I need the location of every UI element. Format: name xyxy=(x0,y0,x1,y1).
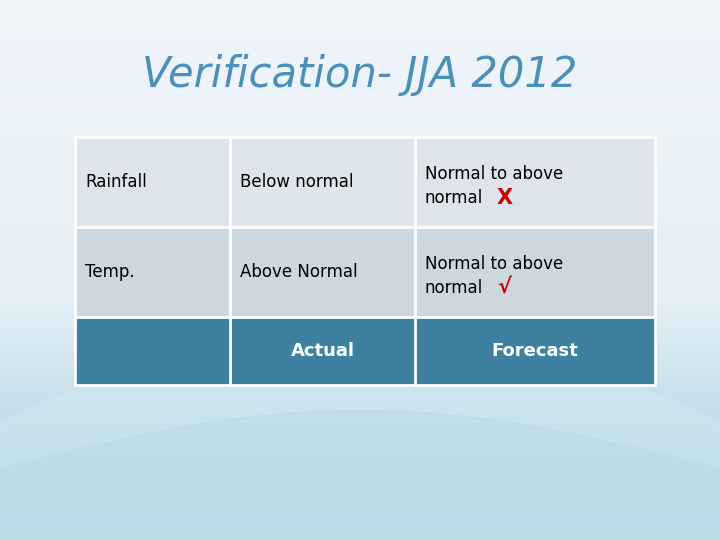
Text: Normal to above: Normal to above xyxy=(425,255,563,273)
Bar xyxy=(75,317,655,385)
Text: X: X xyxy=(497,188,513,208)
Text: Temp.: Temp. xyxy=(85,263,135,281)
Text: normal: normal xyxy=(425,189,483,207)
Bar xyxy=(75,137,655,227)
Text: normal: normal xyxy=(425,279,483,297)
Text: Forecast: Forecast xyxy=(492,342,578,360)
Text: Verification- JJA 2012: Verification- JJA 2012 xyxy=(143,54,577,96)
Text: Above Normal: Above Normal xyxy=(240,263,358,281)
Text: Actual: Actual xyxy=(290,342,354,360)
Text: Normal to above: Normal to above xyxy=(425,165,563,183)
Text: Rainfall: Rainfall xyxy=(85,173,147,191)
Bar xyxy=(75,227,655,317)
Text: √: √ xyxy=(497,278,511,298)
Text: Below normal: Below normal xyxy=(240,173,354,191)
